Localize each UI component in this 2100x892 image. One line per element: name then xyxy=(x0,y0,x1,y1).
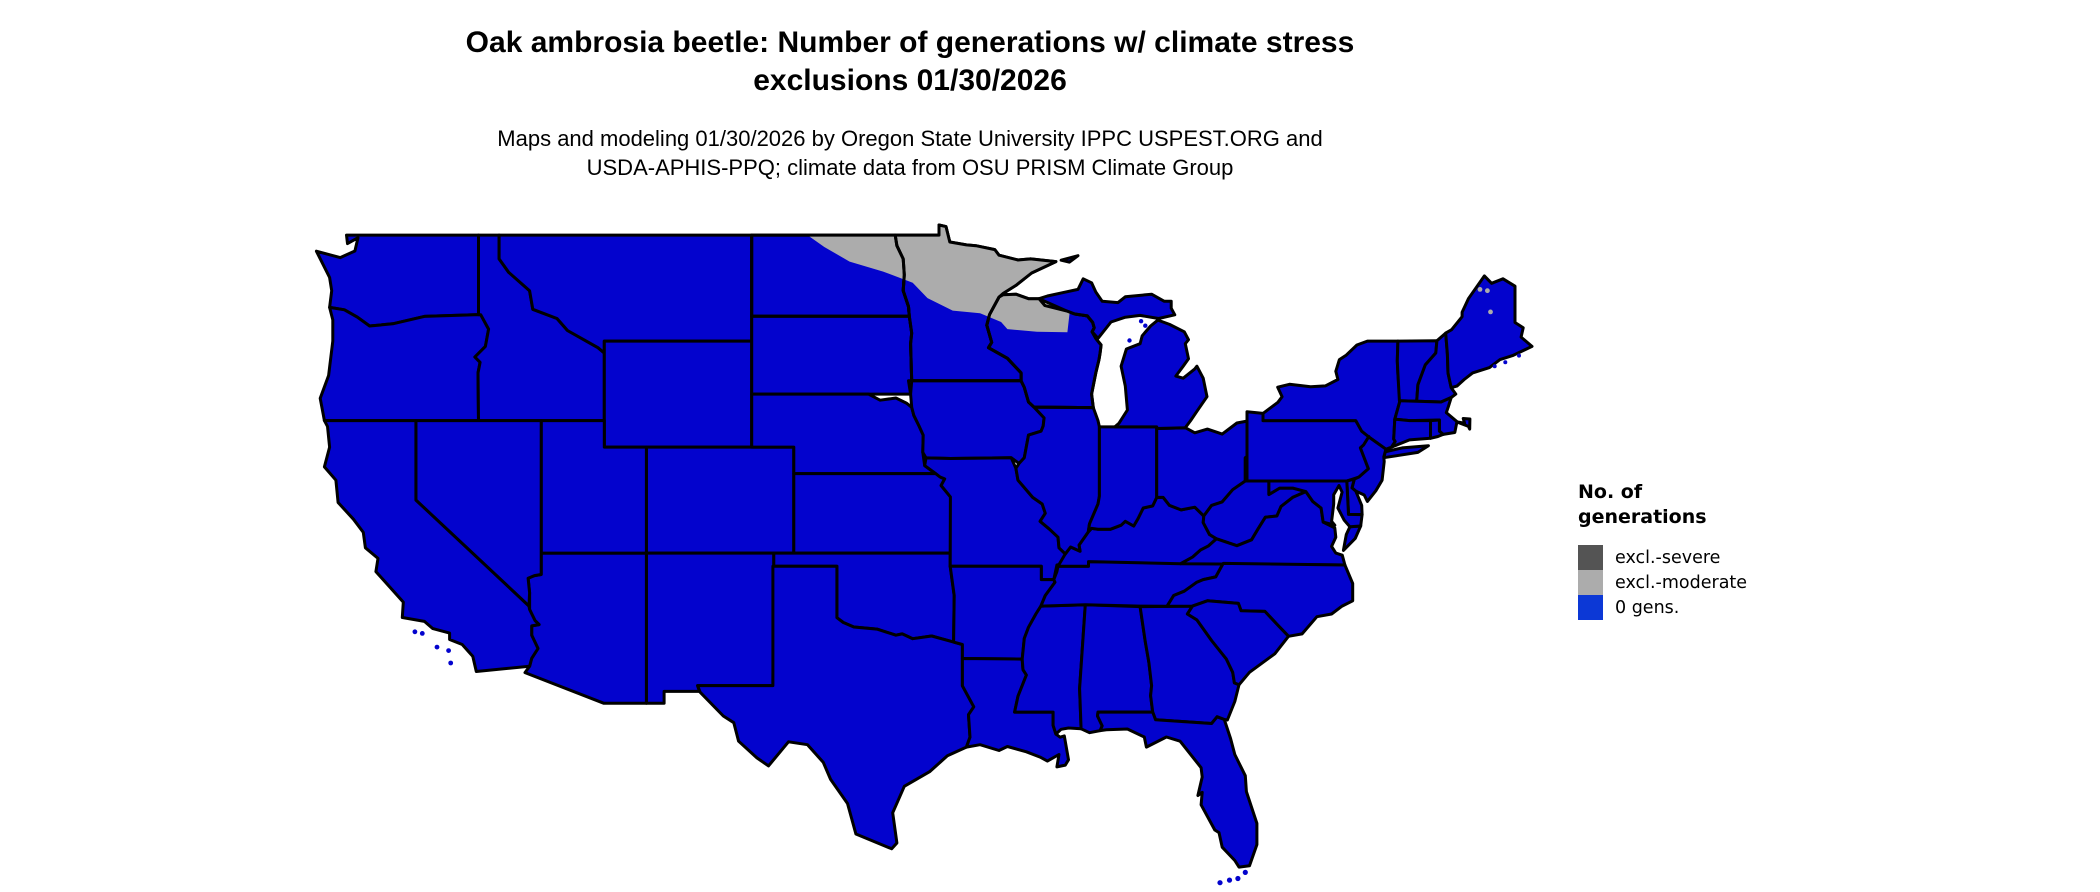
legend-swatch-0-gens xyxy=(1578,595,1603,620)
state-az xyxy=(523,551,648,705)
maine-coast-island xyxy=(1503,360,1508,365)
lake-michigan-island xyxy=(1138,319,1144,324)
state-co xyxy=(644,445,796,555)
legend-title-line-2: generations xyxy=(1578,506,1707,528)
state-wy xyxy=(602,339,754,449)
state-ct xyxy=(1390,417,1432,449)
title-line-1: Oak ambrosia beetle: Number of generatio… xyxy=(465,26,1355,59)
maine-coast-island xyxy=(1492,364,1497,369)
legend-row-excl-severe: excl.-severe xyxy=(1578,545,1898,570)
state-border-wi xyxy=(985,292,1103,410)
maine-exclusion-speck xyxy=(1488,309,1493,315)
figure-title: Oak ambrosia beetle: Number of generatio… xyxy=(0,24,1820,100)
title-line-2: exclusions 01/30/2026 xyxy=(753,64,1067,97)
florida-keys-island xyxy=(1235,875,1241,882)
state-nm xyxy=(644,551,776,705)
legend-title-line-1: No. of xyxy=(1578,481,1643,503)
legend-label-0-gens: 0 gens. xyxy=(1615,597,1680,618)
channel-island xyxy=(446,648,451,653)
legend-label-excl-severe: excl.-severe xyxy=(1615,547,1721,568)
maine-exclusion-speck xyxy=(1485,288,1490,294)
legend-label-excl-moderate: excl.-moderate xyxy=(1615,572,1748,593)
channel-island xyxy=(434,644,440,650)
florida-keys-island xyxy=(1226,877,1233,883)
state-sc xyxy=(1185,599,1290,687)
channel-island xyxy=(448,660,454,666)
state-pa xyxy=(1245,410,1371,483)
state-me xyxy=(1444,274,1534,390)
lake-michigan-island xyxy=(1143,323,1148,328)
florida-keys-island xyxy=(1242,869,1248,876)
legend-row-excl-moderate: excl.-moderate xyxy=(1578,570,1898,595)
maine-coast-island xyxy=(1517,353,1521,358)
legend-rows: excl.-severe excl.-moderate 0 gens. xyxy=(1578,545,1898,620)
subtitle-line-2: USDA-APHIS-PPQ; climate data from OSU PR… xyxy=(586,155,1234,180)
state-ks xyxy=(792,472,953,555)
legend: No. of generations excl.-severe excl.-mo… xyxy=(1578,480,1898,620)
figure-subtitle: Maps and modeling 01/30/2026 by Oregon S… xyxy=(0,124,1820,182)
legend-row-0-gens: 0 gens. xyxy=(1578,595,1898,620)
maine-exclusion-speck xyxy=(1477,287,1483,292)
legend-swatch-excl-severe xyxy=(1578,545,1603,570)
state-ca xyxy=(322,419,541,673)
state-or xyxy=(318,305,491,423)
channel-island xyxy=(412,629,418,635)
florida-keys-island xyxy=(1217,880,1223,886)
legend-swatch-excl-moderate xyxy=(1578,570,1603,595)
isle-royale xyxy=(1059,254,1080,264)
lake-michigan-island xyxy=(1127,338,1132,343)
state-tx xyxy=(696,564,976,851)
subtitle-line-1: Maps and modeling 01/30/2026 by Oregon S… xyxy=(497,126,1323,151)
state-fl xyxy=(1096,710,1259,869)
state-md xyxy=(1267,479,1364,529)
state-sd xyxy=(750,314,914,396)
state-in xyxy=(1086,425,1159,534)
channel-island xyxy=(419,631,425,636)
